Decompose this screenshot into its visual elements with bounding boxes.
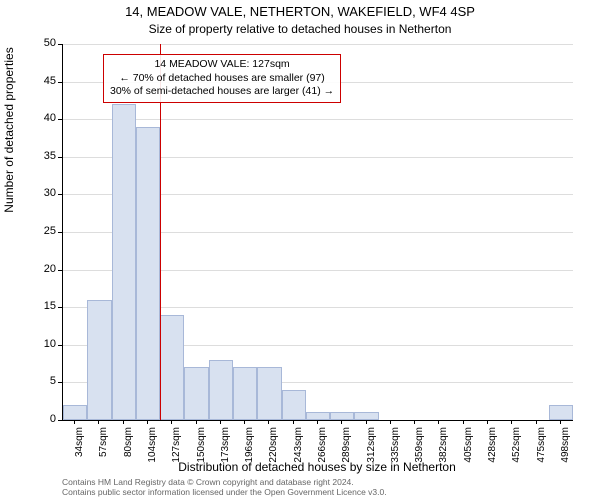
bar xyxy=(282,390,306,420)
x-tick-mark xyxy=(536,420,537,424)
y-tick-label: 45 xyxy=(16,75,56,87)
bar xyxy=(184,367,208,420)
plot-area: 14 MEADOW VALE: 127sqm ← 70% of detached… xyxy=(62,44,573,421)
y-tick-label: 40 xyxy=(16,112,56,124)
chart-title-sub: Size of property relative to detached ho… xyxy=(0,22,600,36)
x-tick-mark xyxy=(463,420,464,424)
footer-line2: Contains public sector information licen… xyxy=(62,487,572,497)
y-tick-mark xyxy=(58,307,62,308)
bar xyxy=(112,104,136,420)
y-tick-label: 15 xyxy=(16,300,56,312)
x-tick-mark xyxy=(414,420,415,424)
y-tick-label: 0 xyxy=(16,413,56,425)
y-tick-mark xyxy=(58,345,62,346)
footer-line1: Contains HM Land Registry data © Crown c… xyxy=(62,477,572,487)
x-tick-mark xyxy=(293,420,294,424)
x-axis-label: Distribution of detached houses by size … xyxy=(62,460,572,474)
bar xyxy=(63,405,87,420)
y-tick-label: 25 xyxy=(16,225,56,237)
bar xyxy=(257,367,281,420)
y-tick-mark xyxy=(58,82,62,83)
x-tick-mark xyxy=(511,420,512,424)
x-tick-mark xyxy=(268,420,269,424)
x-tick-mark xyxy=(366,420,367,424)
x-tick-mark xyxy=(220,420,221,424)
footer-text: Contains HM Land Registry data © Crown c… xyxy=(62,477,572,497)
annotation-box: 14 MEADOW VALE: 127sqm ← 70% of detached… xyxy=(103,54,341,103)
x-tick-mark xyxy=(390,420,391,424)
y-tick-mark xyxy=(58,232,62,233)
y-tick-mark xyxy=(58,44,62,45)
y-tick-label: 50 xyxy=(16,37,56,49)
x-tick-mark xyxy=(147,420,148,424)
y-tick-mark xyxy=(58,270,62,271)
chart-title-main: 14, MEADOW VALE, NETHERTON, WAKEFIELD, W… xyxy=(0,4,600,19)
y-tick-label: 20 xyxy=(16,263,56,275)
y-tick-mark xyxy=(58,157,62,158)
x-tick-mark xyxy=(74,420,75,424)
y-tick-label: 30 xyxy=(16,187,56,199)
bar xyxy=(354,412,378,420)
bar xyxy=(87,300,111,420)
bar xyxy=(209,360,233,420)
bar xyxy=(160,315,184,420)
bar xyxy=(549,405,573,420)
x-tick-mark xyxy=(171,420,172,424)
annotation-line3: 30% of semi-detached houses are larger (… xyxy=(110,85,334,99)
annotation-line1: 14 MEADOW VALE: 127sqm xyxy=(110,58,334,72)
x-tick-mark xyxy=(244,420,245,424)
chart-container: 14, MEADOW VALE, NETHERTON, WAKEFIELD, W… xyxy=(0,0,600,500)
y-tick-label: 5 xyxy=(16,375,56,387)
x-tick-mark xyxy=(560,420,561,424)
x-tick-mark xyxy=(438,420,439,424)
y-tick-mark xyxy=(58,420,62,421)
y-tick-mark xyxy=(58,119,62,120)
x-tick-mark xyxy=(196,420,197,424)
bar xyxy=(306,412,330,420)
x-tick-mark xyxy=(123,420,124,424)
bar xyxy=(233,367,257,420)
x-tick-mark xyxy=(341,420,342,424)
annotation-line2: ← 70% of detached houses are smaller (97… xyxy=(110,72,334,86)
bar xyxy=(136,127,160,420)
y-tick-label: 35 xyxy=(16,150,56,162)
x-tick-mark xyxy=(487,420,488,424)
y-tick-mark xyxy=(58,194,62,195)
y-tick-mark xyxy=(58,382,62,383)
bar xyxy=(330,412,354,420)
y-tick-label: 10 xyxy=(16,338,56,350)
y-axis-label: Number of detached properties xyxy=(2,30,16,230)
x-tick-mark xyxy=(98,420,99,424)
x-tick-mark xyxy=(317,420,318,424)
